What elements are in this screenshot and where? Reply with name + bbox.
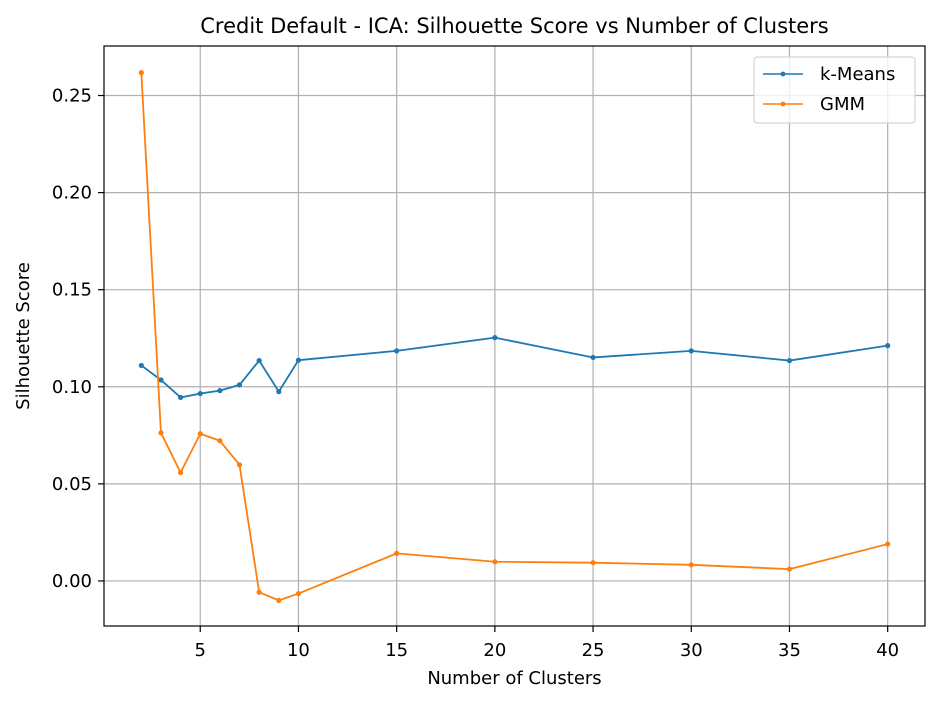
legend-marker-kmeans [780,71,786,77]
data-point-kmeans [217,388,223,394]
x-tick-label: 35 [778,640,801,661]
series-gmm [138,70,891,603]
data-point-kmeans [295,357,302,363]
y-tick-label: 0.10 [52,377,92,398]
plot-frame [103,45,926,627]
legend: k-Means GMM [753,56,916,124]
data-point-kmeans [590,354,596,361]
data-point-kmeans [276,389,282,395]
x-tick-label: 10 [287,640,310,661]
grid [104,46,925,626]
data-point-gmm [590,560,596,566]
data-point-gmm [138,70,144,76]
y-tick-label: 0.05 [52,474,92,495]
x-axis-title: Number of Clusters [427,668,601,689]
data-point-gmm [276,597,282,603]
chart-title: Credit Default - ICA: Silhouette Score v… [200,14,829,38]
data-point-kmeans [885,343,891,349]
data-point-gmm [236,462,243,468]
y-tick-label: 0.15 [52,280,92,301]
data-point-kmeans [197,390,203,397]
data-point-gmm [394,550,400,556]
data-point-kmeans [158,377,164,383]
x-tick-label: 15 [385,640,408,661]
y-tick-label: 0.00 [52,571,92,592]
data-point-gmm [256,589,262,595]
x-tick-label: 40 [876,640,899,661]
legend-label-kmeans: k-Means [820,64,895,85]
data-point-gmm [885,541,891,547]
data-point-gmm [786,566,793,572]
data-point-gmm [688,562,694,568]
legend-marker-gmm [780,101,786,107]
y-axis-title: Silhouette Score [13,262,34,410]
data-point-kmeans [178,394,184,401]
data-point-gmm [217,438,223,444]
data-point-gmm [492,559,498,565]
data-point-gmm [295,590,302,597]
x-tick-label: 5 [195,640,206,661]
data-point-gmm [197,431,203,437]
x-tick-label: 20 [483,640,506,661]
legend-label-gmm: GMM [820,94,865,115]
data-point-kmeans [236,382,243,388]
x-tick-label: 25 [582,640,605,661]
y-tick-label: 0.20 [52,183,92,204]
y-tick-label: 0.25 [52,86,92,107]
data-point-kmeans [688,348,694,354]
ticks: 5 10 15 20 25 30 35 40 0.00 0.05 0.10 0.15 0.20 0.25 [52,86,899,661]
data-point-kmeans [138,362,144,369]
data-point-gmm [178,470,184,476]
data-point-kmeans [492,335,498,341]
series-kmeans [138,335,891,401]
x-tick-label: 30 [680,640,703,661]
data-point-kmeans [256,357,262,364]
data-point-kmeans [394,348,400,354]
series-layer [138,70,891,603]
data-point-kmeans [786,357,793,364]
data-point-gmm [158,430,164,436]
